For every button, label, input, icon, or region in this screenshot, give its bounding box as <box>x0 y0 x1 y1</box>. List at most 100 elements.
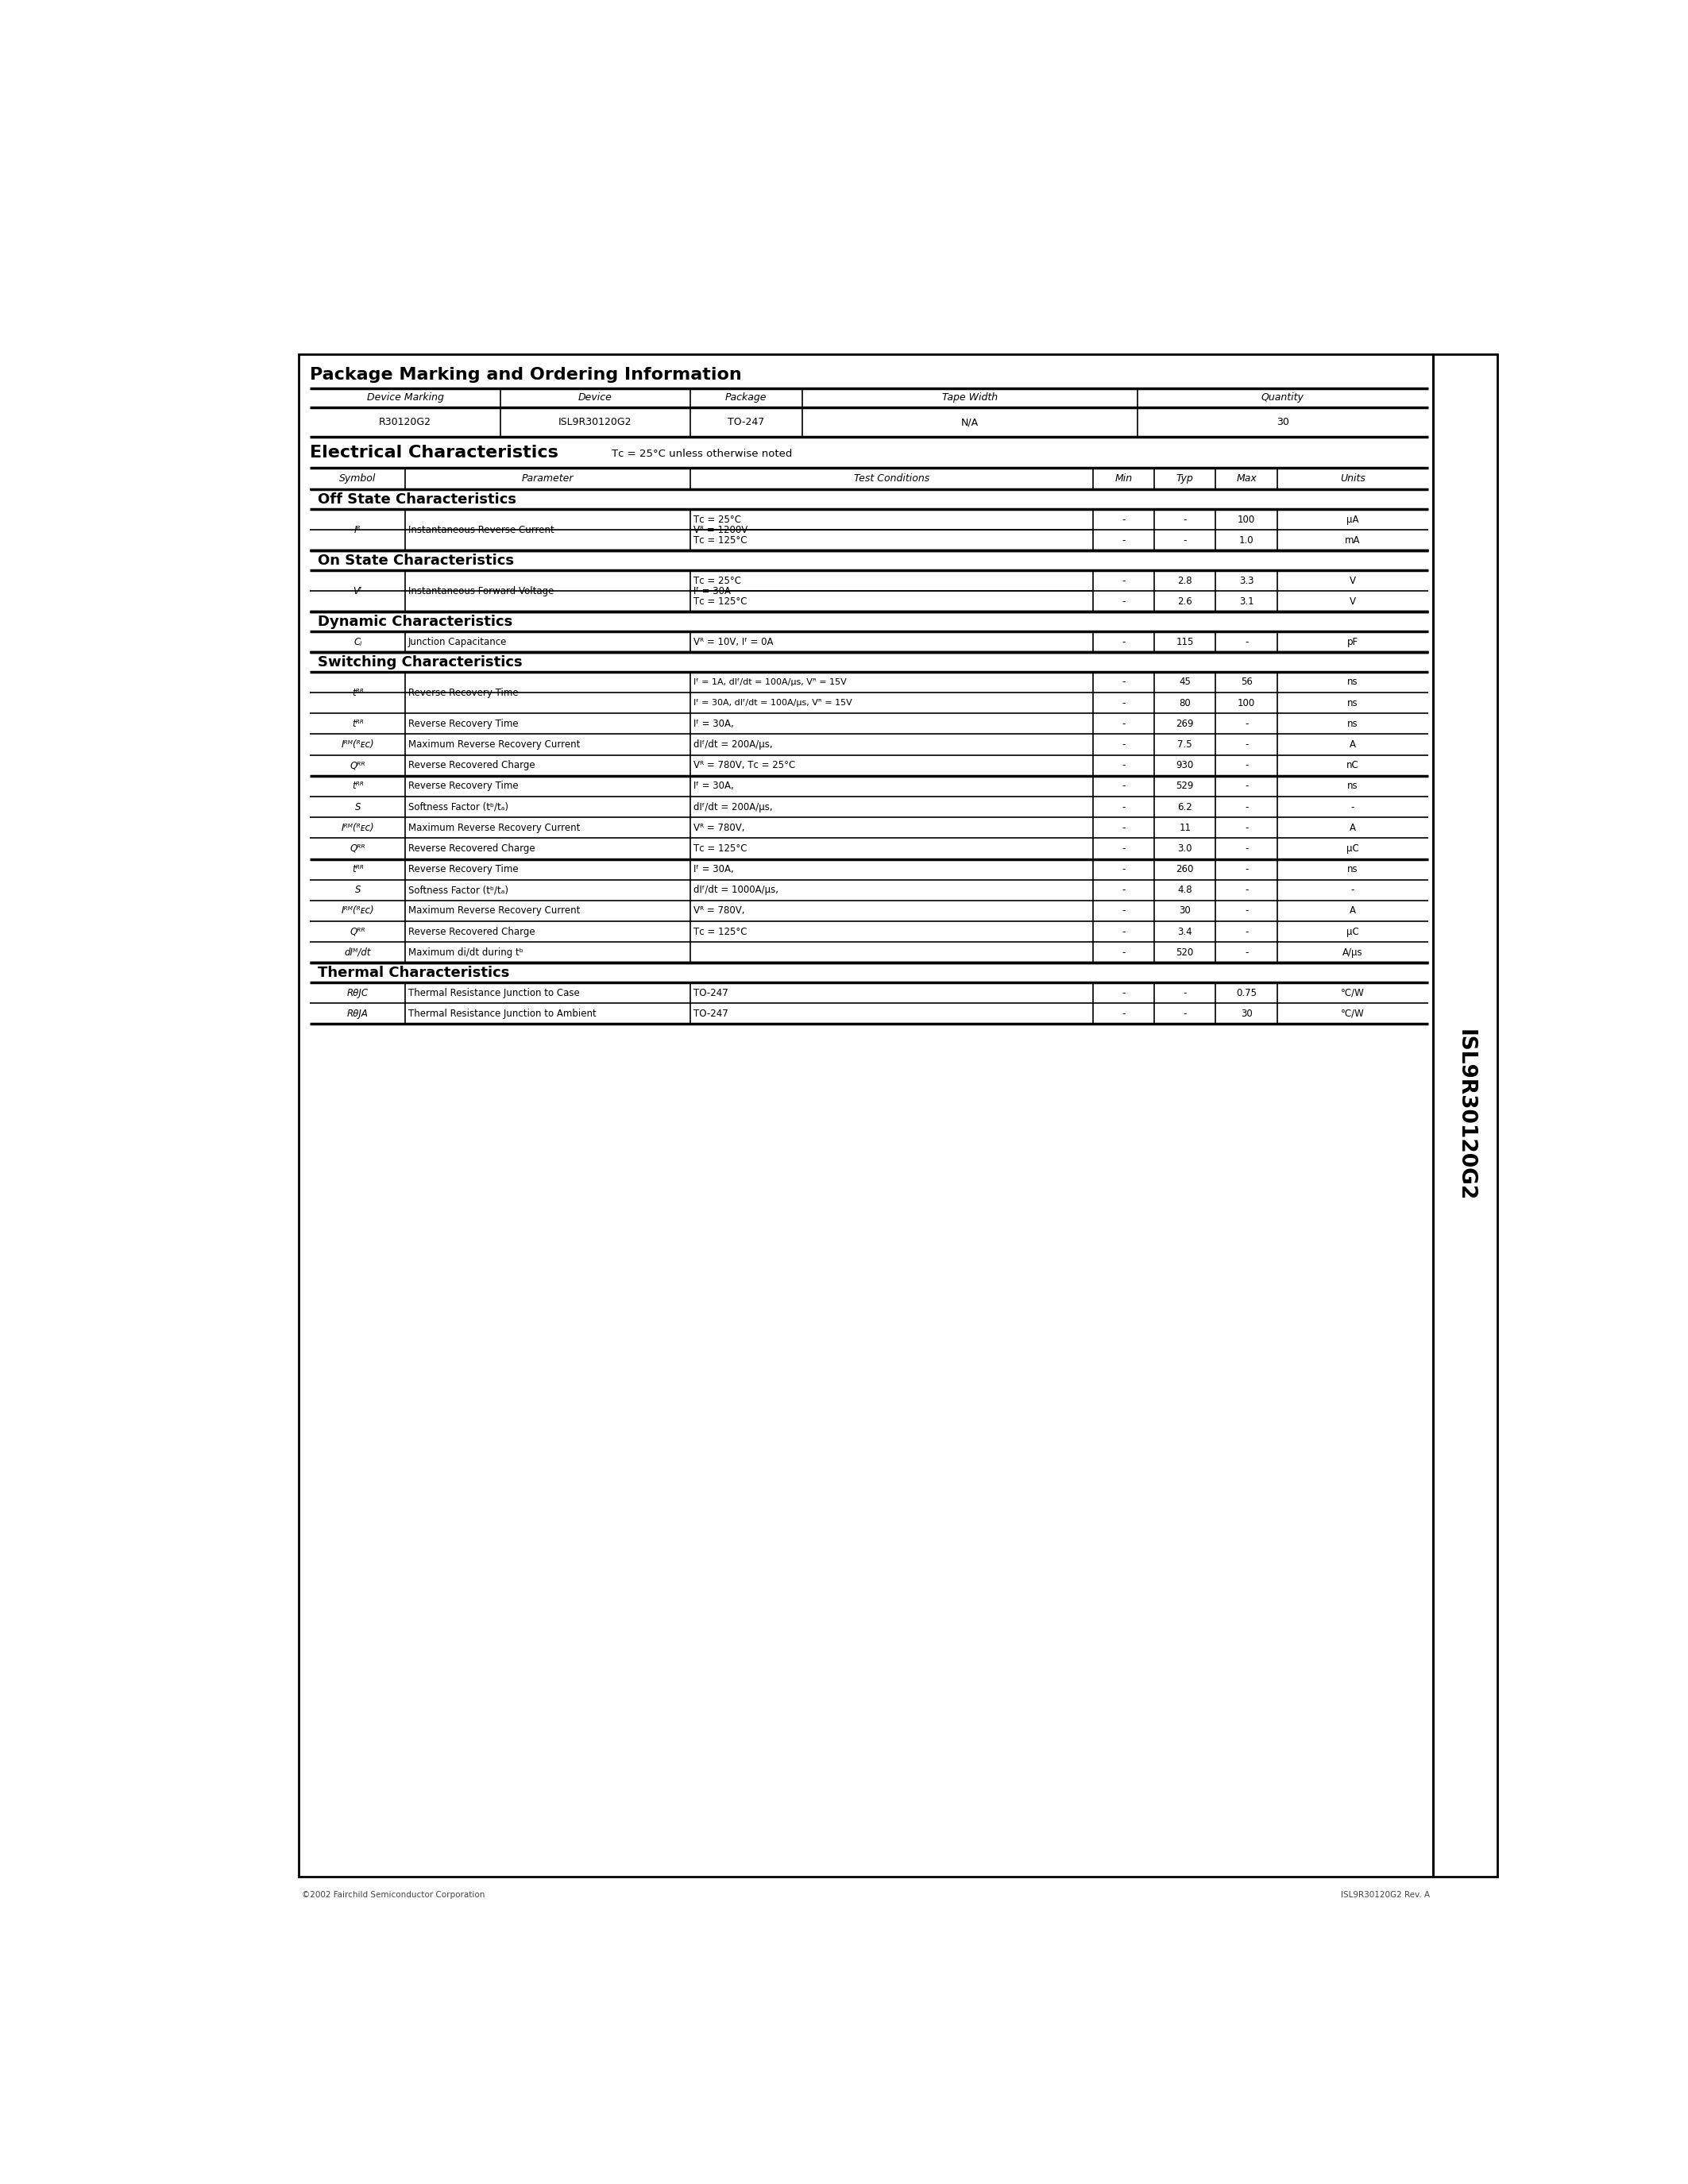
Text: Min: Min <box>1114 474 1133 483</box>
Text: 7.5: 7.5 <box>1178 740 1192 749</box>
Text: 30: 30 <box>1180 906 1190 915</box>
Text: 269: 269 <box>1177 719 1193 729</box>
Text: S: S <box>354 885 361 895</box>
Text: Switching Characteristics: Switching Characteristics <box>317 655 522 668</box>
Text: -: - <box>1123 535 1126 546</box>
Text: S: S <box>354 802 361 812</box>
Text: 3.3: 3.3 <box>1239 577 1254 585</box>
Text: -: - <box>1183 1009 1187 1018</box>
Text: Thermal Characteristics: Thermal Characteristics <box>317 965 510 981</box>
Text: -: - <box>1244 865 1247 874</box>
Text: Cⱼ: Cⱼ <box>353 638 361 646</box>
Text: tᴿᴿ: tᴿᴿ <box>351 865 363 874</box>
Text: -: - <box>1123 596 1126 607</box>
Text: -: - <box>1123 885 1126 895</box>
Bar <box>299 354 1433 1876</box>
Text: -: - <box>1123 865 1126 874</box>
Text: dIᶠ/dt = 200A/μs,: dIᶠ/dt = 200A/μs, <box>694 740 773 749</box>
Text: N/A: N/A <box>960 417 979 428</box>
Text: °C/W: °C/W <box>1340 987 1364 998</box>
Text: 30: 30 <box>1241 1009 1252 1018</box>
Text: μC: μC <box>1347 843 1359 854</box>
Text: ISL9R30120G2: ISL9R30120G2 <box>1455 1029 1475 1201</box>
Text: 100: 100 <box>1237 699 1256 708</box>
Text: Iᶠ = 30A: Iᶠ = 30A <box>694 585 731 596</box>
Text: Qᴿᴿ: Qᴿᴿ <box>349 760 365 771</box>
Text: -: - <box>1123 515 1126 524</box>
Text: -: - <box>1123 577 1126 585</box>
Text: dIᶠ/dt = 200A/μs,: dIᶠ/dt = 200A/μs, <box>694 802 773 812</box>
Text: Qᴿᴿ: Qᴿᴿ <box>349 843 365 854</box>
Text: -: - <box>1123 906 1126 915</box>
Text: A/μs: A/μs <box>1342 948 1362 957</box>
Text: dIᶠ/dt = 1000A/μs,: dIᶠ/dt = 1000A/μs, <box>694 885 778 895</box>
Text: RθJA: RθJA <box>348 1009 368 1018</box>
Text: Reverse Recovered Charge: Reverse Recovered Charge <box>408 760 535 771</box>
Text: μC: μC <box>1347 926 1359 937</box>
Text: -: - <box>1244 843 1247 854</box>
Text: -: - <box>1123 987 1126 998</box>
Text: -: - <box>1244 823 1247 832</box>
Text: 260: 260 <box>1177 865 1193 874</box>
Text: Vᴿ = 10V, Iᶠ = 0A: Vᴿ = 10V, Iᶠ = 0A <box>694 638 773 646</box>
Text: Device Marking: Device Marking <box>366 393 444 404</box>
Text: Parameter: Parameter <box>522 474 574 483</box>
Text: Vᴿ = 780V,: Vᴿ = 780V, <box>694 906 744 915</box>
Text: Softness Factor (tᵇ/tₐ): Softness Factor (tᵇ/tₐ) <box>408 802 508 812</box>
Text: -: - <box>1244 740 1247 749</box>
Text: -: - <box>1244 885 1247 895</box>
Text: tᴿᴿ: tᴿᴿ <box>351 782 363 791</box>
Text: Iᶠ = 30A, dIᶠ/dt = 100A/μs, Vᴿ = 15V: Iᶠ = 30A, dIᶠ/dt = 100A/μs, Vᴿ = 15V <box>694 699 852 708</box>
Text: μA: μA <box>1347 515 1359 524</box>
Text: Tᴄ = 25°C unless otherwise noted: Tᴄ = 25°C unless otherwise noted <box>611 450 792 459</box>
Text: ns: ns <box>1347 677 1359 688</box>
Text: Vᴿ = 1200V: Vᴿ = 1200V <box>694 524 748 535</box>
Text: -: - <box>1183 535 1187 546</box>
Text: -: - <box>1123 760 1126 771</box>
Text: Reverse Recovery Time: Reverse Recovery Time <box>408 782 518 791</box>
Text: -: - <box>1244 802 1247 812</box>
Text: tᴿᴿ: tᴿᴿ <box>351 719 363 729</box>
Text: Tᴄ = 125°C: Tᴄ = 125°C <box>694 535 746 546</box>
Text: Device: Device <box>579 393 613 404</box>
Text: -: - <box>1350 802 1354 812</box>
Text: Tᴄ = 125°C: Tᴄ = 125°C <box>694 596 746 607</box>
Text: Tᴄ = 25°C: Tᴄ = 25°C <box>694 515 741 524</box>
Text: 3.4: 3.4 <box>1178 926 1192 937</box>
Text: Off State Characteristics: Off State Characteristics <box>317 491 517 507</box>
Text: Iᶠ = 30A,: Iᶠ = 30A, <box>694 782 734 791</box>
Text: V: V <box>1349 596 1355 607</box>
Text: -: - <box>1183 987 1187 998</box>
Text: -: - <box>1123 1009 1126 1018</box>
Text: Package: Package <box>726 393 766 404</box>
Text: -: - <box>1244 906 1247 915</box>
Text: -: - <box>1123 802 1126 812</box>
Text: -: - <box>1123 677 1126 688</box>
Text: 520: 520 <box>1177 948 1193 957</box>
Text: ns: ns <box>1347 699 1359 708</box>
Text: Vᴿ = 780V, Tᴄ = 25°C: Vᴿ = 780V, Tᴄ = 25°C <box>694 760 795 771</box>
Text: Typ: Typ <box>1177 474 1193 483</box>
Text: Junction Capacitance: Junction Capacitance <box>408 638 506 646</box>
Text: -: - <box>1244 719 1247 729</box>
Text: Thermal Resistance Junction to Ambient: Thermal Resistance Junction to Ambient <box>408 1009 596 1018</box>
Text: -: - <box>1244 948 1247 957</box>
Text: 1.0: 1.0 <box>1239 535 1254 546</box>
Text: 100: 100 <box>1237 515 1256 524</box>
Text: RθJC: RθJC <box>346 987 368 998</box>
Text: ISL9R30120G2 Rev. A: ISL9R30120G2 Rev. A <box>1340 1891 1430 1898</box>
Text: 3.0: 3.0 <box>1178 843 1192 854</box>
Text: A: A <box>1349 823 1355 832</box>
Text: Symbol: Symbol <box>339 474 376 483</box>
Text: Maximum Reverse Recovery Current: Maximum Reverse Recovery Current <box>408 906 581 915</box>
Text: Reverse Recovery Time: Reverse Recovery Time <box>408 719 518 729</box>
Text: 30: 30 <box>1276 417 1290 428</box>
Text: -: - <box>1123 740 1126 749</box>
Text: V: V <box>1349 577 1355 585</box>
Text: Tᴄ = 125°C: Tᴄ = 125°C <box>694 843 746 854</box>
Text: -: - <box>1123 719 1126 729</box>
Text: Maximum Reverse Recovery Current: Maximum Reverse Recovery Current <box>408 823 581 832</box>
Text: -: - <box>1244 782 1247 791</box>
Text: Instantaneous Forward Voltage: Instantaneous Forward Voltage <box>408 585 554 596</box>
Text: Electrical Characteristics: Electrical Characteristics <box>311 446 559 461</box>
